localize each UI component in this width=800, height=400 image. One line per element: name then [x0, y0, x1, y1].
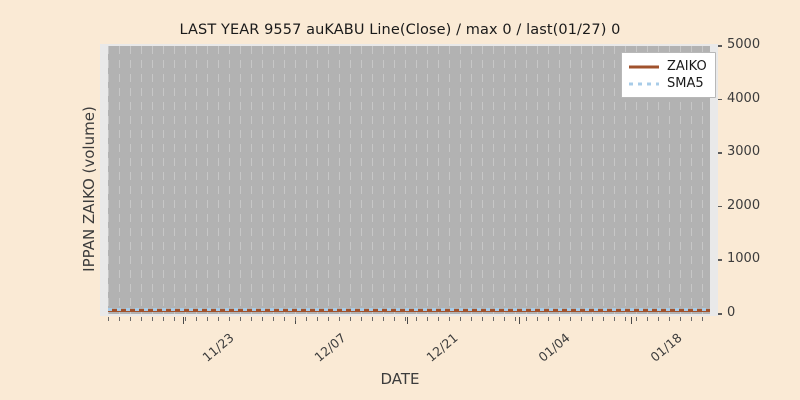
x-tick-label: 01/18: [647, 330, 685, 365]
x-tick-label: 01/04: [535, 330, 573, 365]
legend-item-zaiko[interactable]: ZAIKO: [629, 58, 707, 75]
gridlines: [108, 46, 710, 314]
legend-line-icon-sma5: [629, 78, 659, 90]
x-axis-minor-ticks: [108, 317, 710, 321]
series-line-sma5: [108, 308, 710, 311]
y-axis-title: IPPAN ZAIKO (volume): [80, 106, 98, 272]
legend-line-icon-zaiko: [629, 61, 659, 73]
chart-legend[interactable]: ZAIKO SMA5: [621, 52, 716, 98]
y-tick-mark: [718, 98, 722, 101]
y-tick-mark: [718, 205, 722, 208]
y-tick-label: 0: [727, 305, 736, 320]
legend-label-zaiko: ZAIKO: [667, 59, 707, 74]
y-tick-mark: [718, 45, 722, 47]
y-tick-label: 3000: [727, 144, 761, 160]
x-tick-label: 11/23: [199, 330, 237, 365]
y-tick-mark: [718, 152, 722, 154]
y-tick-mark: [718, 259, 722, 261]
legend-item-sma5[interactable]: SMA5: [629, 75, 707, 92]
y-tick-mark: [718, 313, 722, 315]
x-tick-label: 12/21: [423, 330, 461, 365]
x-tick-label: 12/07: [311, 330, 349, 365]
x-axis-title: DATE: [380, 370, 420, 388]
y-tick-label: 4000: [727, 90, 761, 106]
y-tick-label: 1000: [727, 251, 761, 267]
y-tick-label: 2000: [727, 197, 761, 213]
legend-label-sma5: SMA5: [667, 76, 704, 91]
plot-area: [108, 46, 710, 314]
chart-title: LAST YEAR 9557 auKABU Line(Close) / max …: [179, 22, 621, 38]
y-tick-label: 5000: [727, 37, 761, 52]
